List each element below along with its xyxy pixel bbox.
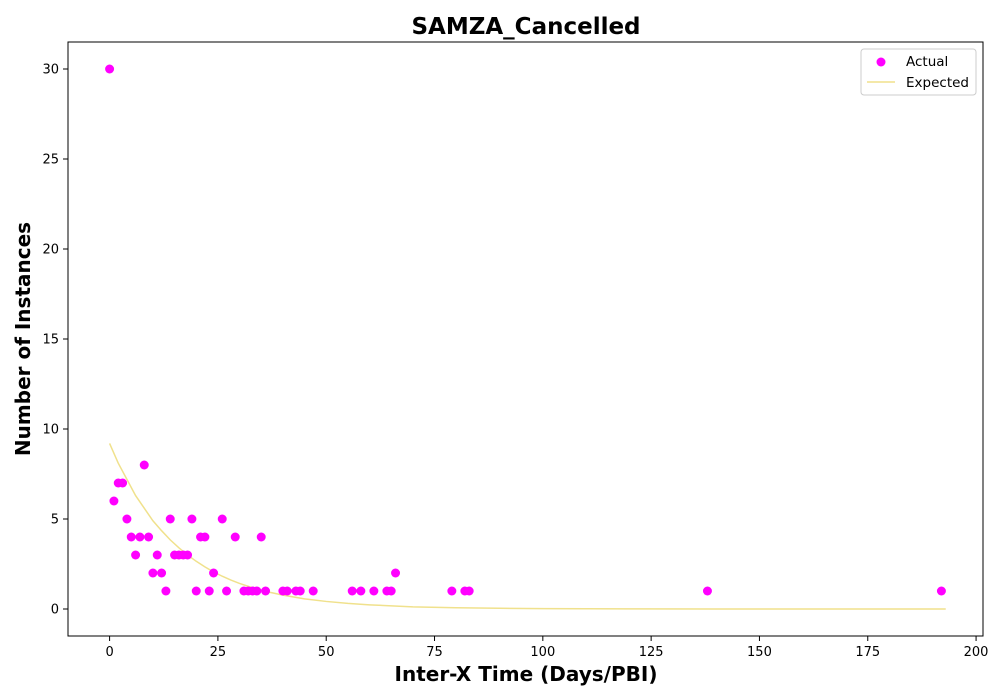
data-point xyxy=(191,586,201,596)
data-point xyxy=(230,532,240,542)
x-axis: 0 25 50 75 100 125 150 175 200 xyxy=(105,636,988,660)
data-point xyxy=(295,586,305,596)
expected-line xyxy=(108,443,946,610)
data-point xyxy=(282,586,292,596)
data-point xyxy=(139,460,149,470)
y-tick-label: 5 xyxy=(51,513,59,528)
x-tick-label: 75 xyxy=(426,645,443,660)
y-tick-label: 0 xyxy=(51,603,59,618)
data-point xyxy=(148,568,158,578)
data-point xyxy=(122,514,132,524)
x-tick-label: 50 xyxy=(318,645,335,660)
y-axis: 0 5 10 15 20 25 30 xyxy=(42,63,68,618)
x-tick-label: 100 xyxy=(530,645,555,660)
y-axis-title: Number of Instances xyxy=(11,222,35,456)
data-point xyxy=(204,586,214,596)
legend-label-expected: Expected xyxy=(906,75,969,91)
y-tick-label: 30 xyxy=(42,63,59,78)
data-point xyxy=(464,586,474,596)
data-point xyxy=(105,64,115,74)
data-point xyxy=(936,586,946,596)
x-axis-title: Inter-X Time (Days/PBI) xyxy=(395,662,658,686)
data-point xyxy=(144,532,154,542)
plot-marks xyxy=(105,64,946,610)
y-tick-label: 10 xyxy=(42,423,59,438)
data-point xyxy=(118,478,128,488)
data-point xyxy=(222,586,232,596)
y-tick-label: 20 xyxy=(42,243,59,258)
data-point xyxy=(356,586,366,596)
x-tick-label: 150 xyxy=(747,645,772,660)
legend: Actual Expected xyxy=(860,48,977,96)
data-point xyxy=(702,586,712,596)
data-point xyxy=(157,568,167,578)
x-tick-label: 125 xyxy=(639,645,664,660)
legend-marker-actual xyxy=(876,57,886,67)
chart-title: SAMZA_Cancelled xyxy=(411,14,640,40)
data-point xyxy=(347,586,357,596)
data-point xyxy=(126,532,136,542)
data-point xyxy=(152,550,162,560)
legend-frame xyxy=(860,48,977,96)
data-point xyxy=(369,586,379,596)
data-point xyxy=(217,514,227,524)
legend-label-actual: Actual xyxy=(906,54,948,70)
data-point xyxy=(135,532,145,542)
data-point xyxy=(261,586,271,596)
data-point xyxy=(308,586,318,596)
x-tick-label: 25 xyxy=(210,645,227,660)
x-tick-label: 175 xyxy=(855,645,880,660)
data-point xyxy=(200,532,210,542)
data-point xyxy=(109,496,119,506)
data-point xyxy=(391,568,401,578)
data-point xyxy=(165,514,175,524)
y-tick-label: 15 xyxy=(42,333,59,348)
y-tick-label: 25 xyxy=(42,153,59,168)
data-point xyxy=(131,550,141,560)
x-tick-label: 0 xyxy=(105,645,113,660)
data-point xyxy=(209,568,219,578)
data-point xyxy=(256,532,266,542)
data-point xyxy=(447,586,457,596)
data-point xyxy=(252,586,262,596)
data-point xyxy=(161,586,171,596)
data-point xyxy=(386,586,396,596)
x-tick-label: 200 xyxy=(964,645,989,660)
data-point xyxy=(187,514,197,524)
data-point xyxy=(183,550,193,560)
